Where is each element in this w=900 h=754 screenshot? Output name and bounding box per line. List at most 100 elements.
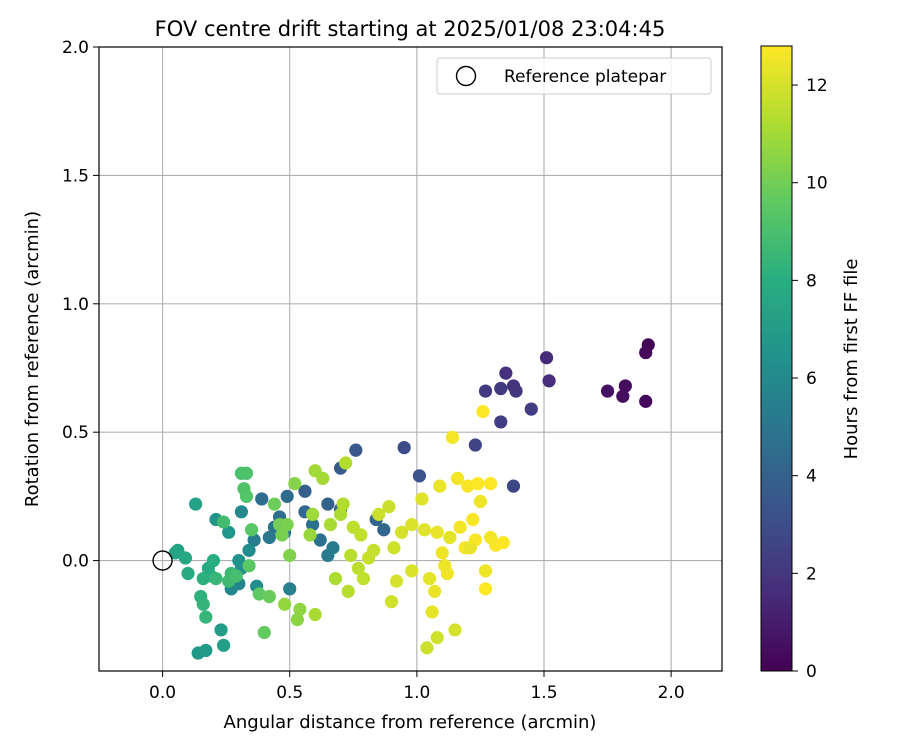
data-point [280, 518, 294, 532]
data-point [412, 469, 426, 483]
data-point [484, 476, 498, 491]
data-point [313, 533, 327, 547]
y-tick-label: 0.0 [62, 552, 89, 572]
data-point [298, 484, 312, 498]
data-point [428, 584, 442, 598]
data-point [232, 553, 246, 568]
data-point [242, 543, 256, 557]
data-point [178, 551, 193, 565]
data-point [168, 546, 182, 560]
data-point [217, 638, 231, 652]
data-point [306, 507, 320, 521]
reference-marker [152, 550, 173, 571]
colorbar-tick-label: 0 [806, 662, 817, 682]
data-point [356, 571, 371, 586]
data-point [443, 530, 457, 545]
data-point [430, 631, 444, 645]
data-point [257, 625, 271, 640]
data-point [214, 623, 228, 637]
data-point [283, 582, 297, 596]
data-point [339, 456, 353, 470]
data-point [639, 394, 653, 408]
data-point [336, 497, 350, 511]
x-axis-ticks: 0.0 0.5 1.0 1.5 2.0 [149, 671, 685, 703]
data-point [539, 351, 554, 365]
data-point [262, 589, 276, 604]
data-point [382, 500, 396, 514]
data-point [397, 440, 411, 455]
legend-label: Reference platepar [504, 67, 666, 87]
data-point [242, 559, 256, 573]
x-axis-label: Angular distance from reference (arcmin) [224, 712, 597, 733]
data-point [618, 379, 632, 393]
data-point [326, 541, 340, 555]
data-point [255, 492, 269, 506]
data-point [275, 528, 289, 542]
colorbar-tick-label: 8 [806, 271, 817, 291]
data-point [229, 569, 243, 583]
data-point [303, 528, 317, 542]
colorbar-gradient [760, 45, 793, 672]
data-point [509, 384, 523, 398]
data-point [288, 476, 302, 491]
data-point [206, 553, 221, 568]
data-point [372, 507, 386, 521]
data-point [293, 602, 307, 616]
data-point [252, 587, 266, 601]
data-point [494, 415, 508, 429]
data-point [395, 525, 409, 539]
data-point [616, 389, 630, 403]
data-point [354, 528, 368, 542]
data-point [189, 497, 203, 511]
data-point [280, 489, 294, 503]
data-point [181, 566, 195, 581]
data-point [471, 476, 485, 491]
data-point [466, 512, 480, 527]
colorbar-tick-label: 2 [806, 564, 817, 584]
data-point [290, 613, 304, 627]
data-point [199, 610, 213, 624]
y-tick-label: 1.5 [62, 166, 89, 186]
colorbar-tick-label: 12 [806, 76, 828, 96]
data-point [367, 543, 381, 557]
data-point [323, 518, 337, 532]
data-point [405, 518, 419, 532]
data-point [430, 525, 444, 539]
y-axis-ticks: 0.0 0.5 1.0 1.5 2.0 [62, 38, 99, 572]
data-point [222, 525, 236, 539]
data-point [196, 571, 210, 586]
data-point [494, 381, 508, 396]
data-point [461, 479, 475, 493]
x-tick-label: 1.0 [403, 683, 430, 703]
data-point [262, 530, 276, 545]
reference-platepar-marker [152, 550, 173, 571]
data-point [239, 489, 254, 503]
x-tick-label: 0.0 [149, 683, 176, 703]
data-point [199, 643, 213, 658]
data-point [415, 492, 429, 506]
data-point [333, 507, 348, 521]
data-point [209, 571, 223, 586]
colorbar-tick-label: 10 [806, 174, 828, 194]
data-point [639, 345, 653, 360]
data-point [196, 597, 210, 611]
data-point [445, 430, 460, 444]
data-point [435, 546, 449, 560]
data-point [328, 571, 343, 586]
data-point [468, 438, 482, 452]
data-point [433, 479, 447, 493]
colorbar-tick-label: 4 [806, 467, 817, 487]
data-point [349, 443, 363, 457]
data-point [316, 471, 330, 486]
y-axis-label: Rotation from reference (arcmin) [22, 211, 43, 507]
y-tick-label: 2.0 [62, 38, 89, 58]
data-point [484, 530, 498, 545]
data-point [283, 548, 297, 563]
chart-title: FOV centre drift starting at 2025/01/08 … [155, 17, 666, 41]
data-point [478, 564, 493, 578]
data-point [420, 641, 434, 655]
data-point [496, 536, 510, 550]
data-point [600, 384, 615, 398]
